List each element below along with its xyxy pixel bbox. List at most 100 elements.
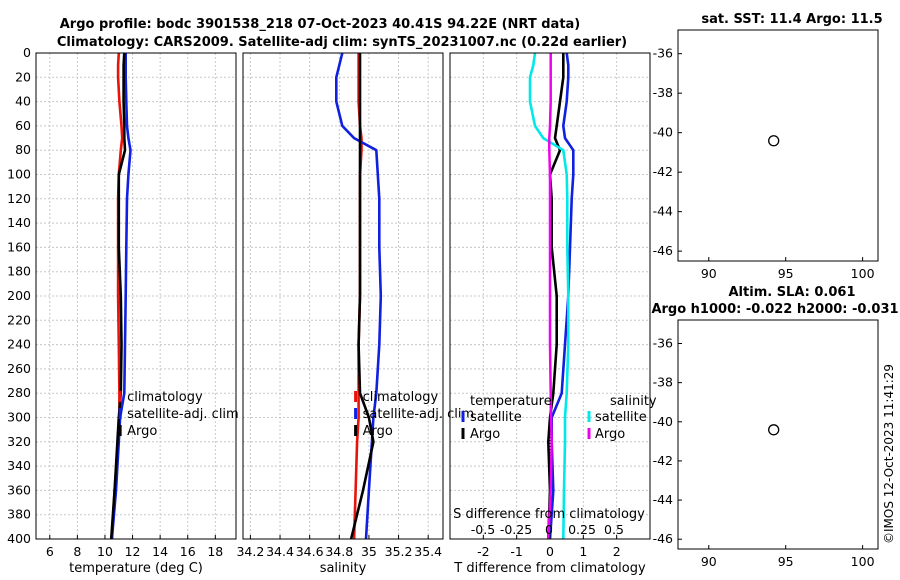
temperature-panel: 6 8 10 12 14 16 18 temperature (deg C) 0 20 40 60 80… <box>7 45 239 576</box>
x-tick-label: 35 <box>361 544 377 559</box>
x-tick-label: 34.4 <box>266 544 294 559</box>
x-tick-label: 34.8 <box>325 544 353 559</box>
y-tick-label: 380 <box>7 507 31 522</box>
y-tick-label: -42 <box>653 453 673 468</box>
top-axis-label: S difference from climatology <box>453 507 645 522</box>
sst-map-title: sat. SST: 11.4 Argo: 11.5 <box>701 12 882 27</box>
x-tick-label: 95 <box>778 266 794 281</box>
map-frame <box>677 29 879 262</box>
x-tick-label: -1 <box>510 544 522 559</box>
x-tick-label: 34.6 <box>296 544 324 559</box>
salinity-panel: 34.2 34.4 34.6 34.8 35 35.2 35.4 salinity climat… <box>236 52 474 576</box>
x-tick-label: 1 <box>579 544 587 559</box>
argo-location-marker <box>768 424 780 436</box>
series-line-satellite-adj-clim <box>334 52 383 540</box>
x-tick-label: 35.2 <box>385 544 413 559</box>
x-axis-label: T difference from climatology <box>453 561 646 576</box>
x-tick-label: 90 <box>701 554 717 569</box>
y-tick-label: 140 <box>7 215 31 230</box>
x-tick-label: 16 <box>180 544 196 559</box>
y-tick-label: -38 <box>653 85 673 100</box>
plot-frame <box>35 52 237 540</box>
y-tick-label: -42 <box>653 164 673 179</box>
series-line-argo <box>109 52 127 540</box>
top-tick-label: -0.5 <box>471 522 495 537</box>
series-line-argo <box>349 53 375 540</box>
sla-map-title: Altim. SLA: 0.061 <box>729 285 856 300</box>
x-tick-label: 95 <box>778 554 794 569</box>
y-tick-label: 240 <box>7 337 31 352</box>
imos-watermark: ©IMOS 12-Oct-2023 11:41:29 <box>882 364 896 544</box>
top-tick-label: 0.25 <box>568 522 596 537</box>
top-tick-label: -0.25 <box>500 522 532 537</box>
y-tick-label: -46 <box>653 531 673 546</box>
top-tick-label: 0 <box>545 522 553 537</box>
y-tick-label: 360 <box>7 482 31 497</box>
figure-title-line2: Climatology: CARS2009. Satellite-adj cli… <box>57 35 627 50</box>
x-tick-label: 34.2 <box>236 544 264 559</box>
x-tick-label: -2 <box>477 544 489 559</box>
y-tick-label: 200 <box>7 288 31 303</box>
y-tick-label: 180 <box>7 264 31 279</box>
legend-label: Argo <box>470 427 500 442</box>
y-tick-label: 320 <box>7 434 31 449</box>
y-tick-label: -36 <box>653 335 673 350</box>
x-tick-label: 6 <box>46 544 54 559</box>
y-tick-label: 60 <box>15 118 31 133</box>
legend-heading-temperature: temperature <box>470 394 552 409</box>
x-tick-label: 10 <box>97 544 113 559</box>
map-background <box>678 30 878 261</box>
x-tick-label: 0 <box>546 544 554 559</box>
x-tick-label: 14 <box>152 544 168 559</box>
y-tick-label: 20 <box>15 69 31 84</box>
argo-location-marker <box>768 135 780 147</box>
legend-label: satellite-adj. clim <box>127 407 239 422</box>
series-line-argo-s <box>547 53 553 540</box>
y-tick-label: 160 <box>7 239 31 254</box>
legend-label: satellite <box>595 410 647 425</box>
y-tick-label: 80 <box>15 142 31 157</box>
plot-frame <box>242 52 444 540</box>
legend-label: climatology <box>363 390 439 405</box>
y-tick-label: 260 <box>7 361 31 376</box>
y-tick-label: -46 <box>653 243 673 258</box>
y-tick-label: 100 <box>7 167 31 182</box>
difference-panel: -2 -1 0 1 2 T difference from climatology temp… <box>449 52 657 576</box>
figure-title-line1: Argo profile: bodc 3901538_218 07-Oct-20… <box>60 17 581 32</box>
series-line-argo-t <box>546 53 565 540</box>
y-tick-label: -38 <box>653 375 673 390</box>
legend-label: Argo <box>595 427 625 442</box>
y-tick-label: 400 <box>7 531 31 546</box>
sla-map-panel: 90 95 100 -36 -38 -40 -42 -44 -46 <box>653 319 879 569</box>
x-tick-label: 35.4 <box>414 544 442 559</box>
x-tick-label: 12 <box>125 544 141 559</box>
x-tick-label: 18 <box>207 544 223 559</box>
map-frame <box>677 319 879 550</box>
series-line-satellite-s <box>528 52 570 540</box>
series-line-satellite-t <box>548 52 575 540</box>
x-tick-label: 100 <box>851 266 875 281</box>
legend-label: Argo <box>363 424 393 439</box>
sla-map-subtitle: Argo h1000: -0.022 h2000: -0.031 <box>651 302 898 317</box>
y-tick-label: 40 <box>15 94 31 109</box>
x-tick-label: 8 <box>73 544 81 559</box>
x-axis-label: temperature (deg C) <box>69 561 203 576</box>
y-tick-label: 0 <box>23 45 31 60</box>
x-tick-label: 100 <box>851 554 875 569</box>
y-tick-label: -40 <box>653 125 673 140</box>
legend-label: climatology <box>127 390 203 405</box>
legend-label: Argo <box>127 424 157 439</box>
x-axis-label: salinity <box>320 561 367 576</box>
y-tick-label: -44 <box>653 492 673 507</box>
sst-map-panel: 90 95 100 -36 -38 -40 -42 -44 -46 <box>653 29 879 281</box>
y-tick-label: 220 <box>7 312 31 327</box>
legend-heading-salinity: salinity <box>610 394 657 409</box>
x-tick-label: 2 <box>613 544 621 559</box>
legend-label: satellite <box>470 410 522 425</box>
map-background <box>678 320 878 549</box>
y-tick-label: 280 <box>7 385 31 400</box>
y-tick-label: 340 <box>7 458 31 473</box>
y-tick-label: -40 <box>653 414 673 429</box>
x-tick-label: 90 <box>701 266 717 281</box>
